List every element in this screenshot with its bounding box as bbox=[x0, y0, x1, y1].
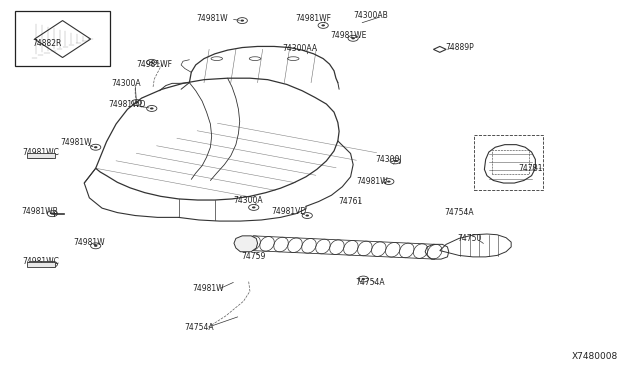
Text: 74981W: 74981W bbox=[196, 13, 227, 22]
Text: 74300J: 74300J bbox=[376, 155, 402, 164]
Text: 74750: 74750 bbox=[458, 234, 482, 243]
Circle shape bbox=[51, 263, 54, 265]
Text: 74759: 74759 bbox=[241, 251, 265, 261]
Text: 74889P: 74889P bbox=[446, 43, 475, 52]
Text: 74981WC: 74981WC bbox=[22, 257, 60, 266]
Text: 74300A: 74300A bbox=[234, 196, 264, 205]
Circle shape bbox=[252, 206, 255, 208]
Text: 74981W: 74981W bbox=[193, 284, 224, 293]
FancyBboxPatch shape bbox=[15, 12, 109, 66]
FancyBboxPatch shape bbox=[29, 261, 52, 266]
Circle shape bbox=[94, 146, 97, 148]
Text: 74981WF: 74981WF bbox=[296, 13, 332, 22]
Circle shape bbox=[94, 245, 97, 247]
Circle shape bbox=[150, 61, 154, 63]
Text: 747B1: 747B1 bbox=[518, 164, 543, 173]
Text: 74300A: 74300A bbox=[111, 79, 140, 88]
Circle shape bbox=[362, 278, 365, 280]
Text: X7480008: X7480008 bbox=[572, 352, 618, 361]
Text: 74754A: 74754A bbox=[184, 323, 214, 331]
Text: 74981W: 74981W bbox=[74, 238, 105, 247]
Text: 74981WD: 74981WD bbox=[109, 100, 147, 109]
Text: 74981WE: 74981WE bbox=[330, 31, 367, 40]
Text: 74754A: 74754A bbox=[355, 278, 385, 287]
Text: 74981WF: 74981WF bbox=[136, 60, 172, 69]
Circle shape bbox=[394, 160, 397, 162]
Circle shape bbox=[321, 24, 325, 26]
Text: 74761: 74761 bbox=[339, 197, 363, 206]
Text: 74300AB: 74300AB bbox=[354, 10, 388, 20]
Text: 74882R: 74882R bbox=[33, 39, 62, 48]
FancyBboxPatch shape bbox=[27, 262, 55, 267]
Text: 74981W: 74981W bbox=[61, 138, 92, 147]
Text: 74754A: 74754A bbox=[444, 208, 474, 217]
Polygon shape bbox=[234, 236, 257, 252]
Text: 74981WC: 74981WC bbox=[22, 148, 60, 157]
Text: 74981WB: 74981WB bbox=[21, 207, 58, 217]
Text: 74981W: 74981W bbox=[356, 177, 388, 186]
Text: 74300AA: 74300AA bbox=[282, 44, 317, 53]
Circle shape bbox=[351, 37, 355, 39]
Text: 74981VD: 74981VD bbox=[272, 207, 307, 217]
Circle shape bbox=[305, 215, 309, 217]
Circle shape bbox=[150, 108, 154, 109]
Circle shape bbox=[134, 102, 138, 103]
FancyBboxPatch shape bbox=[27, 153, 55, 158]
Circle shape bbox=[387, 180, 390, 183]
FancyBboxPatch shape bbox=[29, 154, 52, 158]
Circle shape bbox=[51, 213, 54, 215]
Circle shape bbox=[241, 20, 244, 22]
